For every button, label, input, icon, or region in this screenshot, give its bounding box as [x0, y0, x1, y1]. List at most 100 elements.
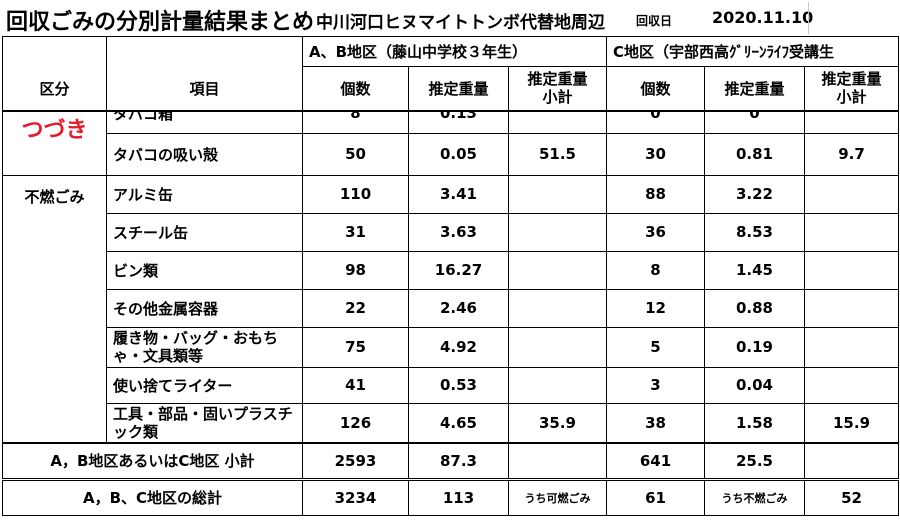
row-c-weight: 0.04	[704, 366, 805, 404]
row-c-subtotal: 15.9	[803, 402, 900, 444]
table-row: スチール缶 31 3.63 36 8.53	[3, 212, 900, 252]
row-item: 工具・部品・固いプラスチック類	[106, 402, 303, 444]
row-c-weight: 1.58	[704, 402, 805, 444]
row-ab-weight: 0.13	[439, 110, 477, 122]
row-ab-weight: 2.46	[408, 288, 509, 328]
row-ab-subtotal	[508, 250, 607, 290]
row-c-subtotal	[803, 326, 900, 368]
subtotal-label: A，B地区あるいはC地区 小計	[2, 442, 303, 481]
row-ab-count: 75	[302, 326, 409, 368]
col-ab-weight: 推定重量	[408, 66, 509, 112]
group-header-row: A、B地区（藤山中学校３年生） C地区（宇部西高ｸﾞﾘｰﾝﾗｲﾌ受講生	[2, 36, 900, 67]
group-c-header: C地区（宇部西高ｸﾞﾘｰﾝﾗｲﾌ受講生	[605, 36, 900, 67]
row-ab-weight: 3.41	[408, 174, 509, 214]
row-c-weight: 0	[749, 110, 760, 122]
location-label: 中川河口ヒヌマイトトンボ代替地周辺	[316, 13, 605, 33]
row-ab-subtotal	[508, 366, 607, 404]
row-ab-count: 50	[302, 132, 409, 176]
row-c-count: 38	[606, 402, 705, 444]
group-ab-header: A、B地区（藤山中学校３年生）	[302, 36, 607, 67]
column-header-row: 区分 項目 個数 推定重量 推定重量 小計 個数 推定重量 推定重量 小計	[2, 66, 900, 112]
col-c-weight: 推定重量	[704, 66, 805, 112]
row-item: 履き物・バッグ・おもちゃ・文具類等	[106, 326, 303, 368]
date-label: 回収日	[636, 14, 673, 28]
row-item: その他金属容器	[106, 288, 303, 328]
row-c-subtotal	[803, 174, 900, 214]
row-item: タバコの吸い殻	[106, 132, 303, 176]
row-c-count: 8	[606, 250, 705, 290]
row-ab-subtotal: 51.5	[508, 132, 607, 176]
row-c-count: 36	[606, 212, 705, 252]
row-ab-subtotal	[508, 326, 607, 368]
row-ab-weight: 0.53	[408, 366, 509, 404]
row-ab-count: 126	[302, 402, 409, 444]
row-item: 使い捨てライター	[106, 366, 303, 404]
row-c-count: 30	[606, 132, 705, 176]
total-row: A，B、C地区の総計 3234 113 うち可燃ごみ 61 うち不燃ごみ 52	[2, 478, 900, 516]
total-label: A，B、C地区の総計	[2, 478, 303, 516]
row-c-weight: 0.81	[704, 132, 805, 176]
subtotal-c-count: 641	[606, 442, 705, 481]
col-kubun: 区分	[2, 66, 107, 112]
continued-label: つづき	[21, 117, 88, 143]
header-blank-item	[106, 36, 303, 67]
subtotal-row: A，B地区あるいはC地区 小計 2593 87.3 641 25.5	[2, 442, 900, 481]
row-c-weight: 8.53	[704, 212, 805, 252]
subtotal-ab-count: 2593	[302, 442, 409, 481]
total-ab-note: うち可燃ごみ	[508, 478, 607, 516]
total-count: 3234	[302, 478, 409, 516]
row-c-count: 5	[606, 326, 705, 368]
subtotal-ab-weight: 87.3	[408, 442, 509, 481]
row-c-subtotal: 9.7	[803, 132, 900, 176]
date-value: 2020.11.10	[712, 8, 814, 27]
col-c-count: 個数	[606, 66, 705, 112]
table-row: ビン類 98 16.27 8 1.45	[3, 250, 900, 290]
title-bar: 回収ごみの分別計量結果まとめ 中川河口ヒヌマイトトンボ代替地周辺 回収日 202…	[0, 0, 900, 36]
subtotal-c-weight: 25.5	[704, 442, 805, 481]
row-ab-subtotal: 35.9	[508, 402, 607, 444]
row-c-weight: 0.88	[704, 288, 805, 328]
row-item: タバコ箱	[113, 110, 174, 123]
row-ab-weight: 16.27	[408, 250, 509, 290]
col-ab-subtotal: 推定重量 小計	[508, 66, 607, 112]
row-ab-weight: 3.63	[408, 212, 509, 252]
subtotal-c-blank	[803, 442, 900, 481]
table-row: 使い捨てライター 41 0.53 3 0.04	[3, 366, 900, 404]
continued-cell: つづき	[2, 110, 107, 175]
row-c-weight: 0.19	[704, 326, 805, 368]
row-ab-count: 98	[302, 250, 409, 290]
row-c-count: 88	[606, 174, 705, 214]
row-ab-subtotal	[508, 174, 607, 214]
row-ab-count: 110	[302, 174, 409, 214]
subtotal-ab-blank	[508, 442, 607, 481]
page-title: 回収ごみの分別計量結果まとめ	[6, 10, 315, 35]
row-c-weight: 1.45	[704, 250, 805, 290]
header-blank-kubun	[2, 36, 107, 67]
row-c-count: 3	[606, 366, 705, 404]
row-ab-weight: 4.65	[408, 402, 509, 444]
results-table: A、B地区（藤山中学校３年生） C地区（宇部西高ｸﾞﾘｰﾝﾗｲﾌ受講生 区分 項…	[2, 36, 900, 516]
row-c-weight: 3.22	[704, 174, 805, 214]
header-divider	[808, 2, 809, 34]
row-c-subtotal	[803, 212, 900, 252]
category-nonburnable: 不燃ごみ	[2, 174, 107, 444]
row-ab-subtotal	[508, 212, 607, 252]
row-item: ビン類	[106, 250, 303, 290]
total-c-count: 61	[606, 478, 705, 516]
table-row: 履き物・バッグ・おもちゃ・文具類等 75 4.92 5 0.19	[3, 326, 900, 368]
row-c-count: 12	[606, 288, 705, 328]
row-ab-weight: 4.92	[408, 326, 509, 368]
table-row: その他金属容器 22 2.46 12 0.88	[3, 288, 900, 328]
total-c-note: うち不燃ごみ	[704, 478, 805, 516]
total-c-value: 52	[803, 478, 900, 516]
row-ab-count: 41	[302, 366, 409, 404]
table-row: つづき タバコ箱 8 0.13 0 0	[2, 110, 900, 175]
table-row: タバコの吸い殻 50 0.05 51.5 30 0.81 9.7	[3, 132, 900, 176]
row-ab-count: 31	[302, 212, 409, 252]
row-c-subtotal	[803, 250, 900, 290]
row-ab-weight: 0.05	[408, 132, 509, 176]
total-weight: 113	[408, 478, 509, 516]
row-ab-count: 8	[350, 110, 361, 122]
row-item: スチール缶	[106, 212, 303, 252]
table-row: 不燃ごみ アルミ缶 110 3.41 88 3.22	[2, 174, 900, 444]
